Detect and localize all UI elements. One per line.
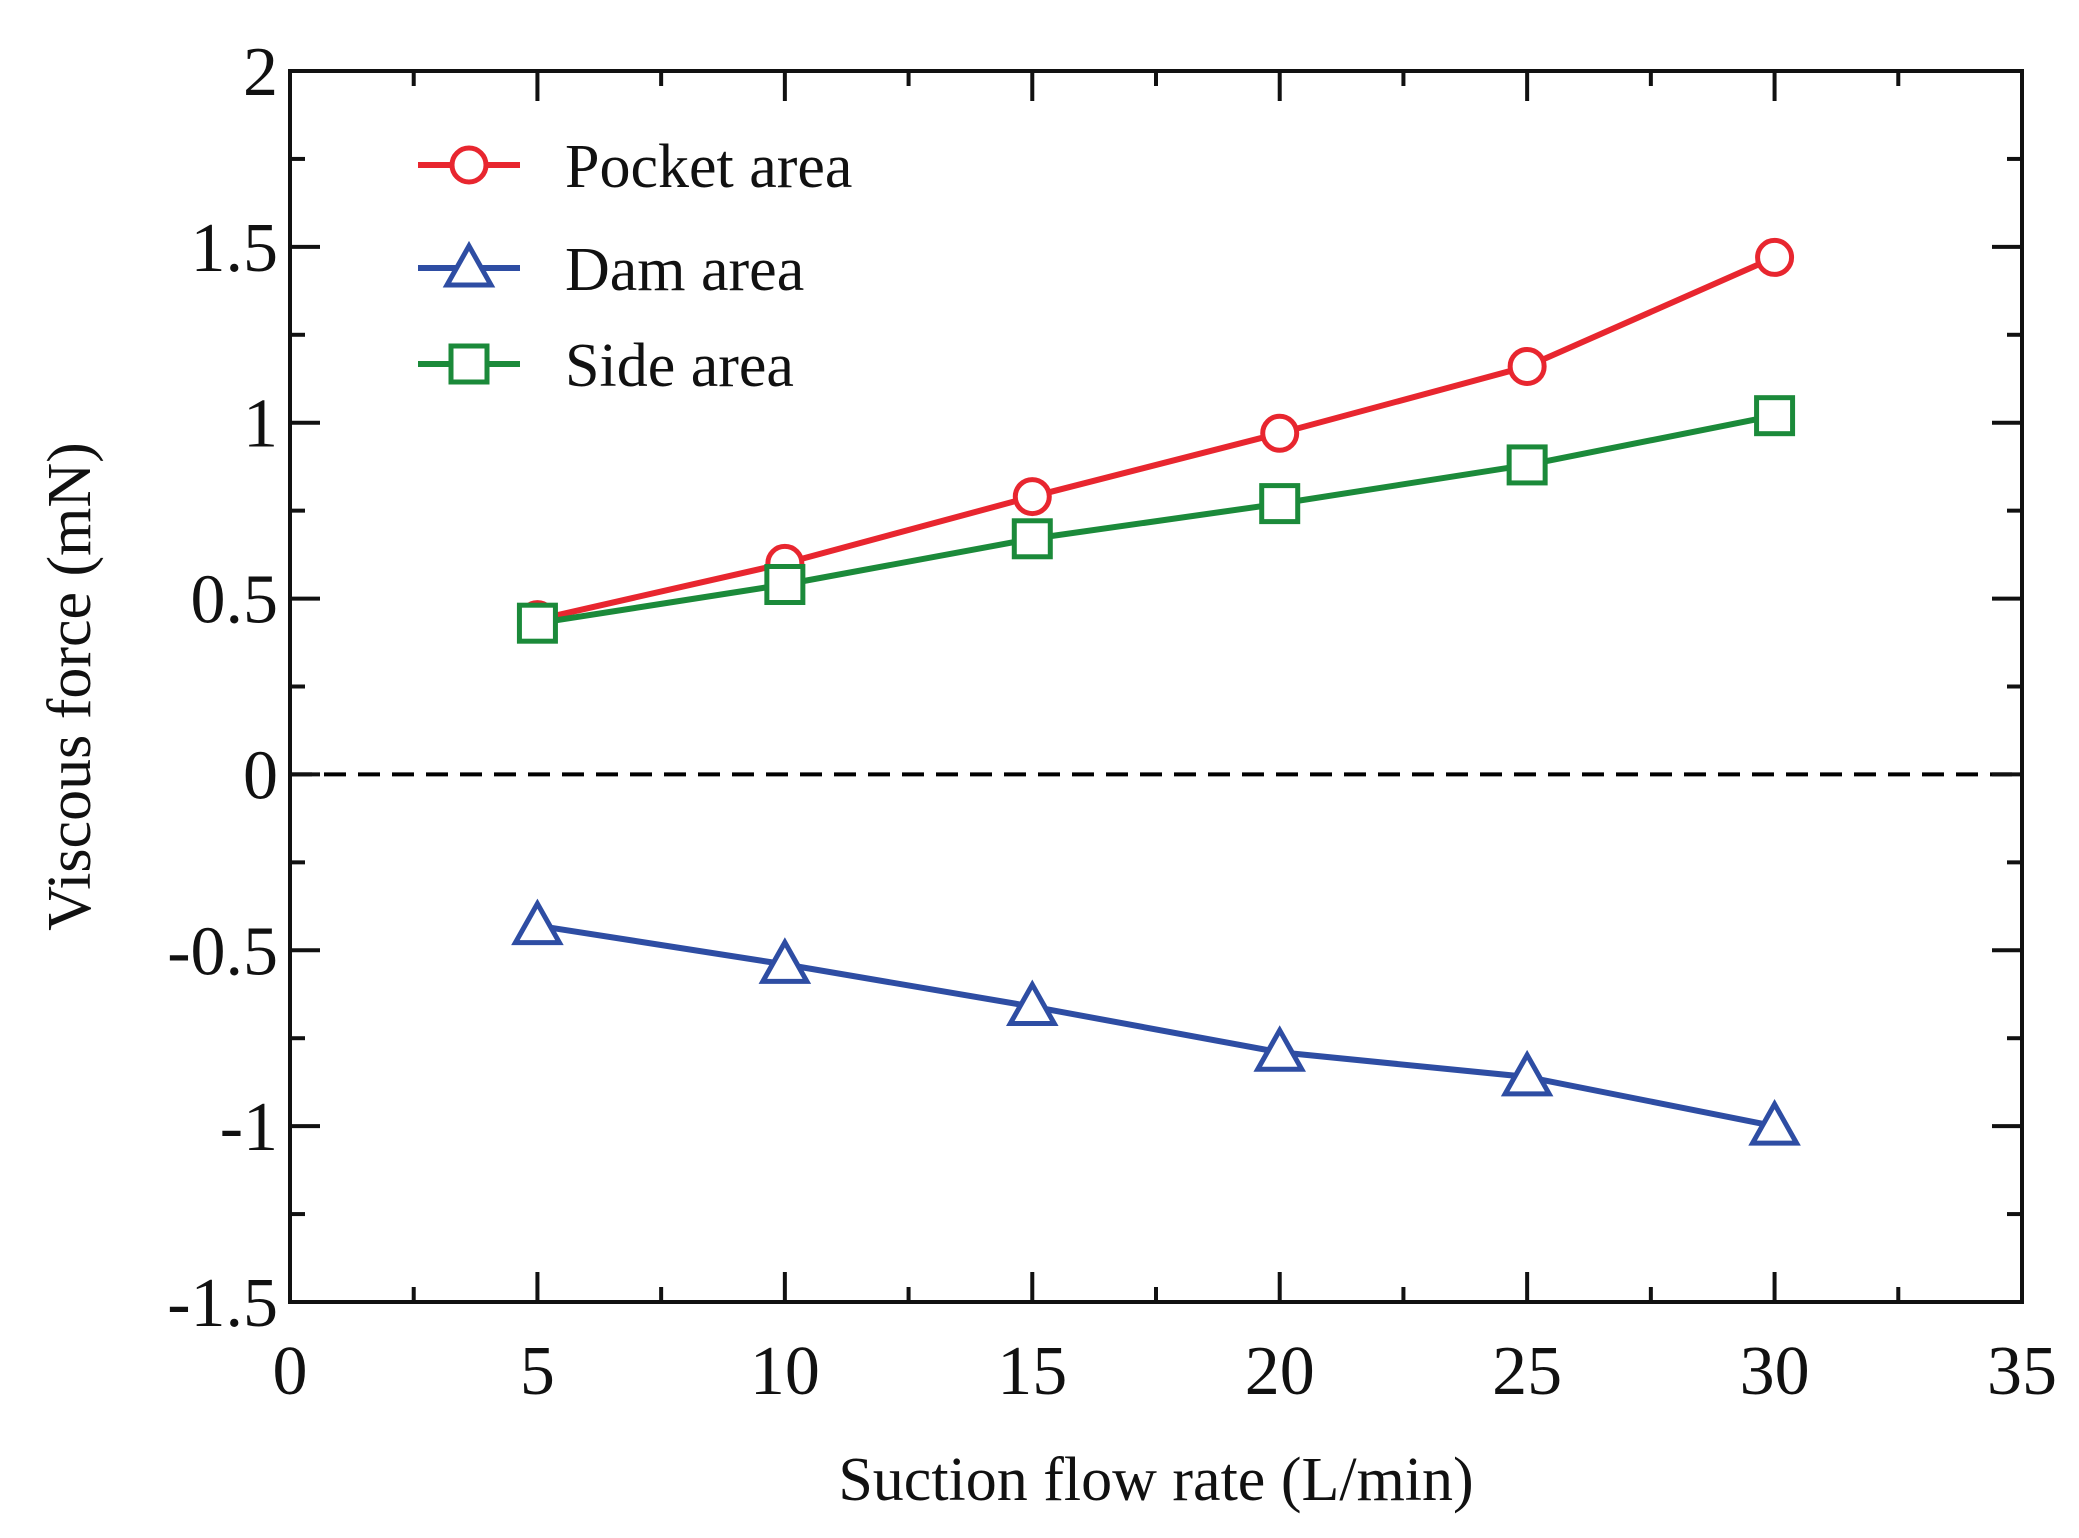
x-tick-label: 20 xyxy=(1245,1333,1315,1410)
data-point-pocket-area xyxy=(1755,237,1795,277)
y-tick-label: -1.5 xyxy=(167,1265,278,1342)
data-point-side-area xyxy=(516,602,558,644)
y-tick-label: -0.5 xyxy=(167,913,278,990)
y-tick-label: 0.5 xyxy=(191,562,279,639)
x-tick-label: 35 xyxy=(1987,1333,2057,1410)
plot-marks xyxy=(290,237,2022,1146)
y-tick-label: -1 xyxy=(220,1089,278,1166)
legend-marker-pocket-area xyxy=(449,145,489,185)
legend-label-side-area: Side area xyxy=(565,332,794,400)
data-point-dam-area xyxy=(1748,1099,1801,1146)
series-line-pocket-area xyxy=(536,254,1776,623)
y-tick-label: 2 xyxy=(243,34,278,111)
legend-label-dam-area: Dam area xyxy=(565,236,804,304)
x-tick-label: 0 xyxy=(273,1333,308,1410)
x-tick-label: 30 xyxy=(1740,1333,1810,1410)
data-point-dam-area xyxy=(1006,979,1059,1027)
legend-label-pocket-area: Pocket area xyxy=(565,133,852,201)
x-tick-label: 5 xyxy=(520,1333,555,1410)
series-line-dam-area xyxy=(536,922,1776,1130)
x-tick-label: 15 xyxy=(997,1333,1067,1410)
data-point-dam-area xyxy=(511,898,564,946)
data-point-pocket-area xyxy=(1012,477,1052,517)
data-point-side-area xyxy=(764,564,806,606)
x-axis-label: Suction flow rate (L/min) xyxy=(838,1446,1473,1514)
y-axis-label: Viscous force (mN) xyxy=(36,442,104,931)
data-point-pocket-area xyxy=(1260,413,1300,453)
legend-marker-dam-area xyxy=(442,240,496,288)
data-point-side-area xyxy=(1259,483,1301,525)
data-point-side-area xyxy=(1011,518,1053,560)
data-point-pocket-area xyxy=(1507,346,1547,386)
data-point-side-area xyxy=(1506,444,1548,486)
y-tick-label: 0 xyxy=(243,737,278,814)
y-tick-label: 1.5 xyxy=(191,210,279,287)
x-tick-label: 10 xyxy=(750,1333,820,1410)
legend-marker-side-area xyxy=(448,343,490,385)
y-tick-label: 1 xyxy=(243,386,278,463)
x-tick-label: 25 xyxy=(1492,1333,1562,1410)
axis-ticks: 0 5 10 15 20 25 30 35 -1.5 -1 -0.5 0 0.5 1 1.5 2 xyxy=(167,34,2057,1410)
data-point-dam-area xyxy=(1500,1049,1554,1097)
series-line-side-area xyxy=(536,412,1776,627)
data-point-side-area xyxy=(1754,395,1796,437)
data-point-dam-area xyxy=(758,937,812,984)
data-point-dam-area xyxy=(1253,1025,1306,1072)
legend: Pocket area Dam area Side area xyxy=(418,133,852,400)
